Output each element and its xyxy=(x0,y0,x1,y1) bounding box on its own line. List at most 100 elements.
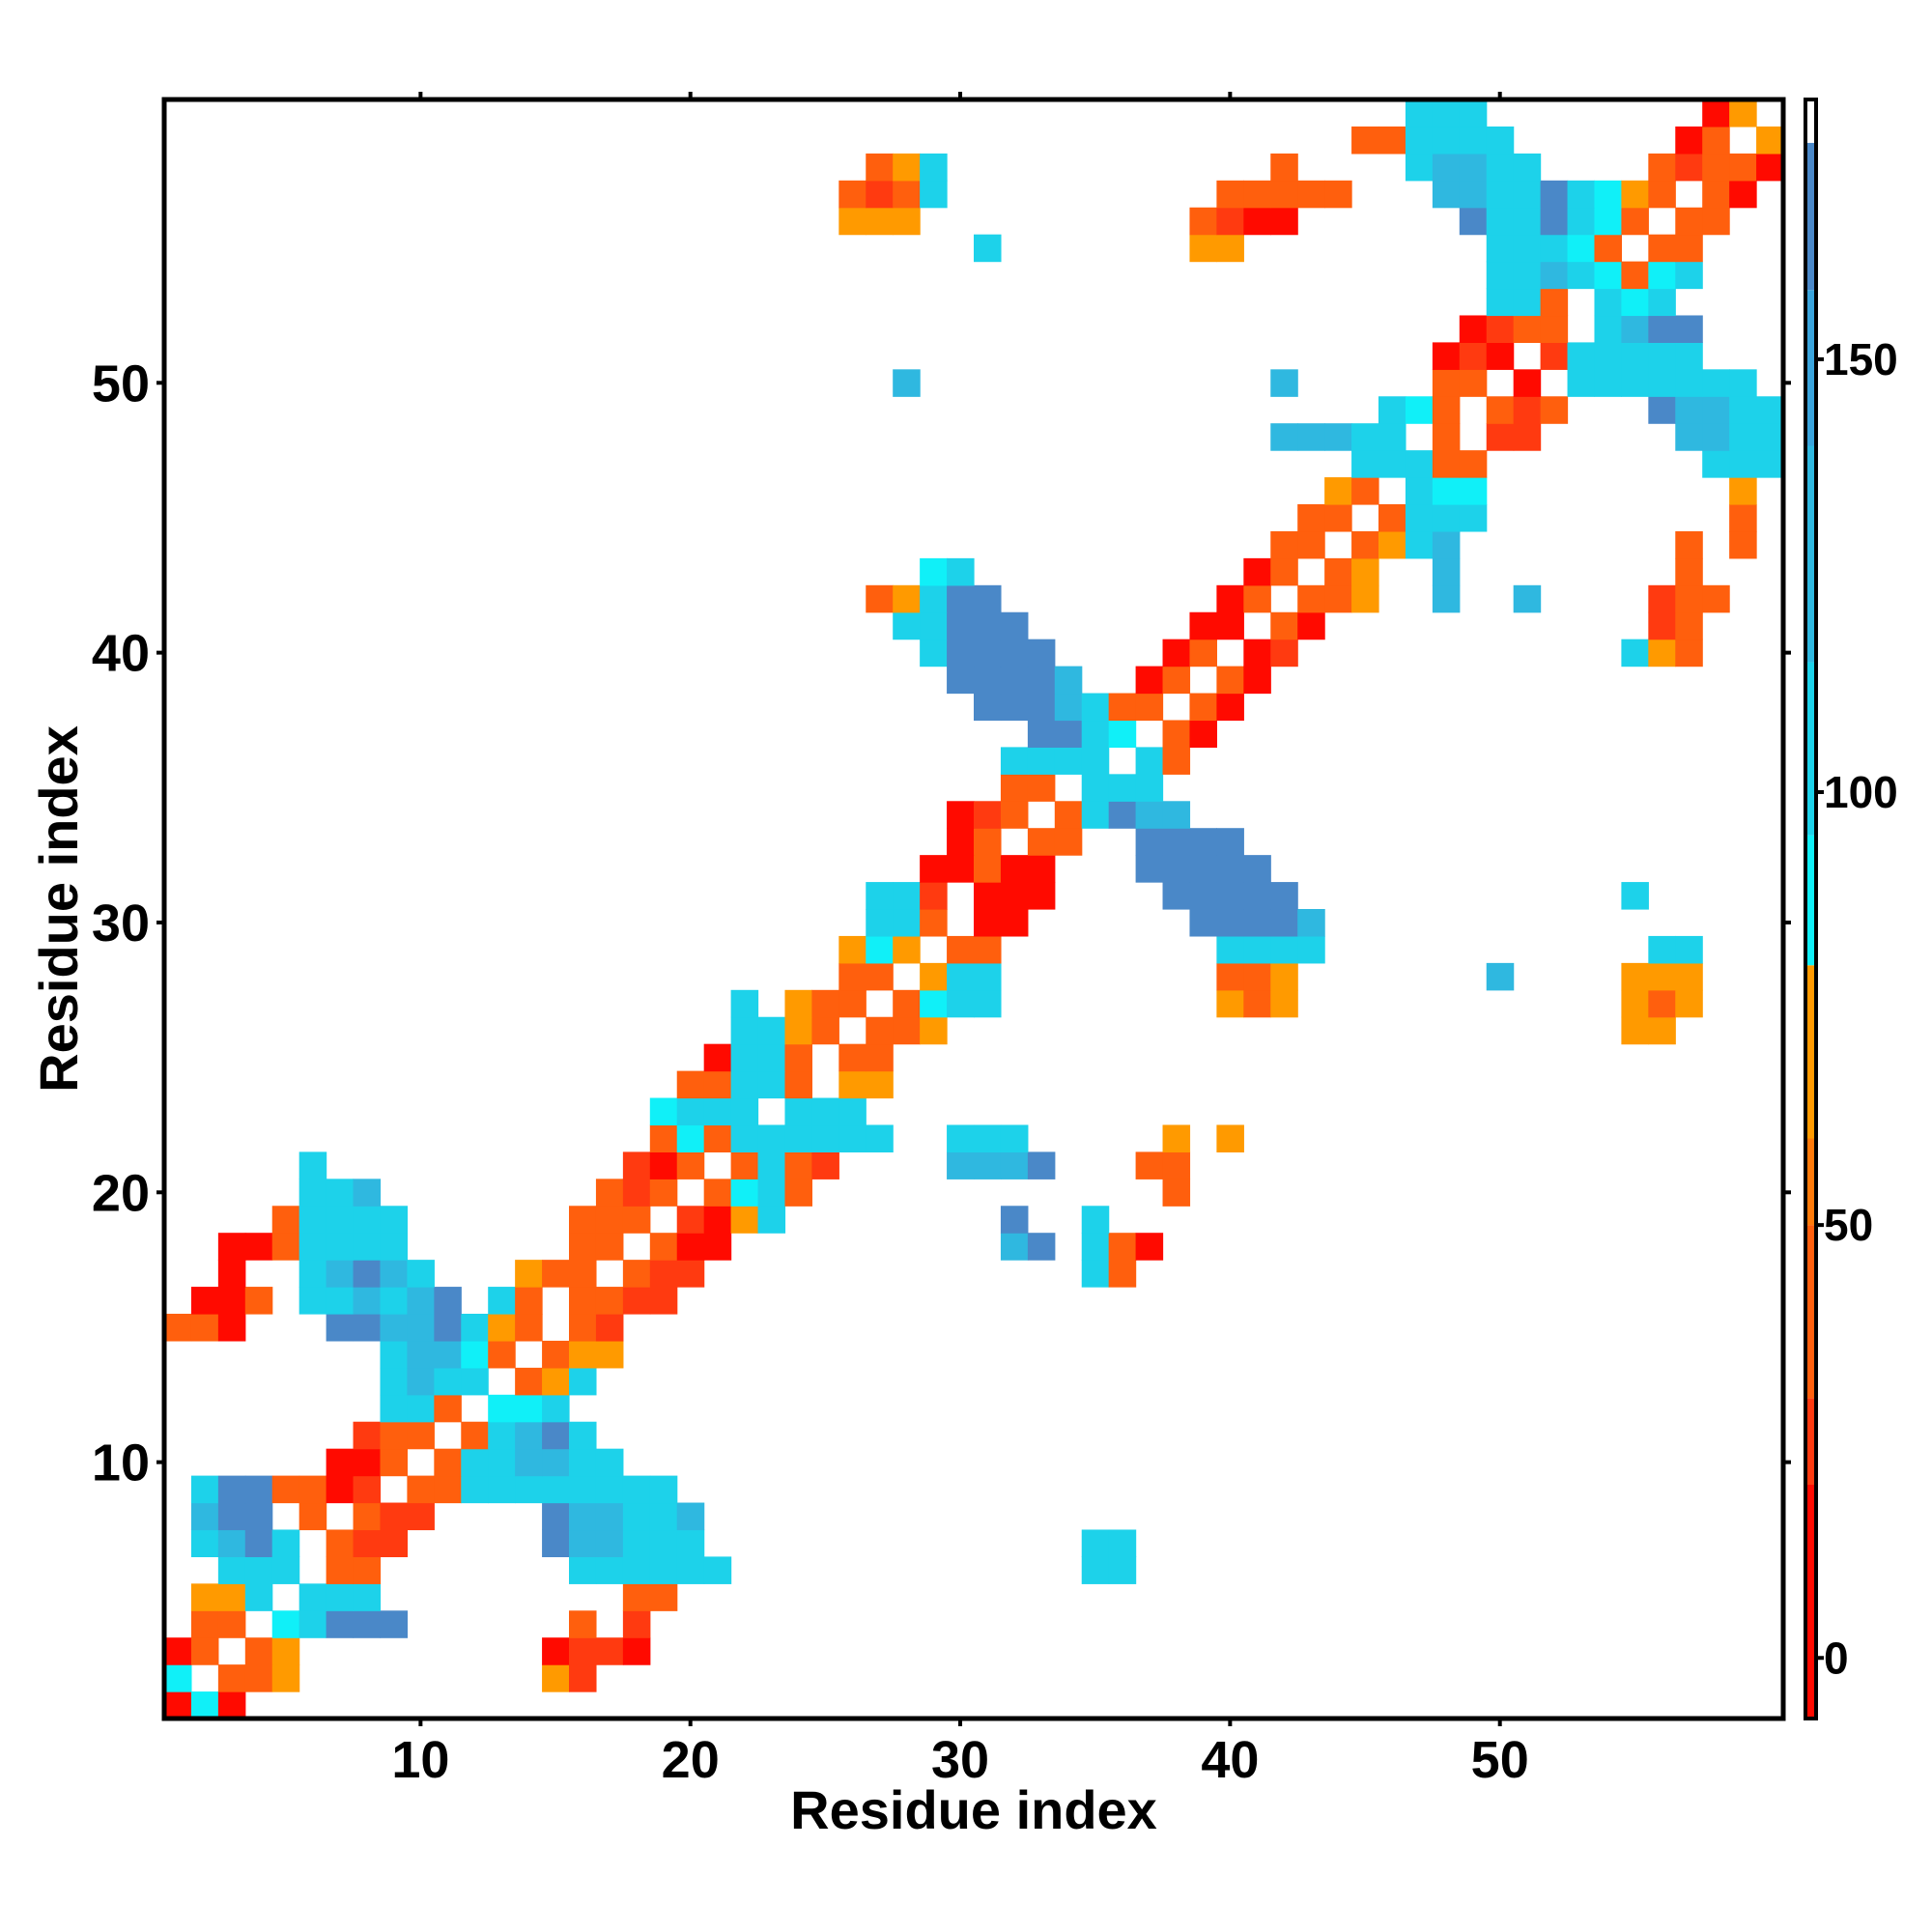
colorbar-segment xyxy=(1805,290,1816,446)
heatmap-cell xyxy=(1027,747,1056,775)
heatmap-cell xyxy=(1648,639,1676,668)
heatmap-cell xyxy=(1432,477,1461,505)
heatmap-cell xyxy=(1513,584,1542,613)
heatmap-cell xyxy=(569,1448,597,1477)
heatmap-cell xyxy=(1324,504,1352,532)
heatmap-cell xyxy=(866,1016,894,1045)
heatmap-cell xyxy=(947,1151,975,1179)
heatmap-cell xyxy=(703,1043,732,1072)
heatmap-cell xyxy=(515,1475,543,1504)
heatmap-cell xyxy=(622,1529,651,1557)
heatmap-cell xyxy=(298,1502,327,1531)
heatmap-cell xyxy=(1000,1151,1029,1179)
heatmap-cell xyxy=(298,1206,327,1234)
heatmap-cell xyxy=(326,1583,355,1611)
heatmap-cell xyxy=(1108,1556,1137,1584)
heatmap-cell xyxy=(569,1314,597,1342)
heatmap-cell xyxy=(838,1124,867,1152)
heatmap-cell xyxy=(595,1529,624,1557)
heatmap-cell xyxy=(1405,504,1434,532)
heatmap-cell xyxy=(838,1070,867,1099)
heatmap-cell xyxy=(1270,882,1298,910)
heatmap-cell xyxy=(1513,234,1542,263)
colorbar-segment xyxy=(1805,142,1816,291)
heatmap-cell xyxy=(1054,828,1083,856)
heatmap-cell xyxy=(380,1340,408,1369)
heatmap-cell xyxy=(838,1097,867,1126)
heatmap-cell xyxy=(757,1016,786,1045)
heatmap-cell xyxy=(326,1529,355,1557)
heatmap-cell xyxy=(1675,557,1703,586)
heatmap-cell xyxy=(974,666,1002,695)
heatmap-cell xyxy=(542,1637,570,1665)
heatmap-cell xyxy=(1540,342,1569,370)
heatmap-cell xyxy=(190,1529,219,1557)
heatmap-cell xyxy=(1702,126,1730,155)
heatmap-cell xyxy=(244,1287,273,1315)
heatmap-cell xyxy=(1351,557,1379,586)
heatmap-cell xyxy=(1162,720,1191,748)
heatmap-cell xyxy=(1297,584,1325,613)
heatmap-cell xyxy=(1000,1124,1029,1152)
heatmap-cell xyxy=(1756,450,1784,478)
heatmap-cell xyxy=(1108,720,1137,748)
heatmap-cell xyxy=(1054,693,1083,722)
heatmap-cell xyxy=(1081,693,1110,722)
heatmap-cell xyxy=(1243,639,1271,668)
heatmap-cell xyxy=(1459,477,1488,505)
heatmap-cell xyxy=(1243,882,1271,910)
heatmap-cell xyxy=(326,1179,355,1207)
heatmap-cell xyxy=(1486,234,1515,263)
heatmap-cell xyxy=(298,1287,327,1315)
heatmap-cell xyxy=(784,1179,812,1207)
heatmap-cell xyxy=(1513,153,1542,182)
heatmap-cell xyxy=(1513,180,1542,209)
heatmap-cell xyxy=(1081,720,1110,748)
heatmap-cell xyxy=(1756,423,1784,451)
heatmap-cell xyxy=(703,1179,732,1207)
heatmap-cell xyxy=(1594,369,1622,397)
heatmap-cell xyxy=(1675,530,1703,559)
heatmap-cell xyxy=(1459,342,1488,370)
heatmap-cell xyxy=(190,1287,219,1315)
heatmap-cell xyxy=(488,1314,516,1342)
heatmap-cell xyxy=(542,1664,570,1692)
heatmap-cell xyxy=(1135,747,1164,775)
heatmap-cell xyxy=(1648,369,1676,397)
heatmap-cell xyxy=(1459,126,1488,155)
heatmap-cell xyxy=(947,989,975,1018)
colorbar-segment xyxy=(1805,1138,1816,1226)
heatmap-cell xyxy=(1135,1233,1164,1261)
heatmap-cell xyxy=(1756,126,1784,155)
heatmap-cell xyxy=(1594,207,1622,236)
heatmap-cell xyxy=(1621,315,1649,343)
heatmap-cell xyxy=(622,1637,651,1665)
heatmap-cell xyxy=(569,1664,597,1692)
heatmap-cell xyxy=(1648,315,1676,343)
heatmap-cell xyxy=(866,180,894,209)
x-tick-label: 30 xyxy=(931,1731,989,1789)
colorbar-frame xyxy=(1804,98,1818,1720)
heatmap-cell xyxy=(622,1151,651,1179)
heatmap-cell xyxy=(515,1314,543,1342)
heatmap-cell xyxy=(190,1637,219,1665)
heatmap-cell xyxy=(1540,315,1569,343)
heatmap-cell xyxy=(920,1016,948,1045)
heatmap-cell xyxy=(1189,909,1217,937)
heatmap-cells xyxy=(164,99,1784,1719)
heatmap-cell xyxy=(271,1475,300,1504)
heatmap-cell xyxy=(1486,261,1515,290)
heatmap-cell xyxy=(1486,180,1515,209)
heatmap-cell xyxy=(1270,207,1298,236)
heatmap-cell xyxy=(353,1206,382,1234)
heatmap-cell xyxy=(1027,639,1056,668)
heatmap-cell xyxy=(1621,369,1649,397)
heatmap-cell xyxy=(1297,611,1325,640)
heatmap-cell xyxy=(784,1097,812,1126)
heatmap-cell xyxy=(217,1260,246,1288)
heatmap-cell xyxy=(1081,747,1110,775)
heatmap-cell xyxy=(1513,369,1542,397)
heatmap-cell xyxy=(1648,396,1676,424)
heatmap-cell xyxy=(407,1340,435,1369)
colorbar-segment xyxy=(1805,445,1816,663)
